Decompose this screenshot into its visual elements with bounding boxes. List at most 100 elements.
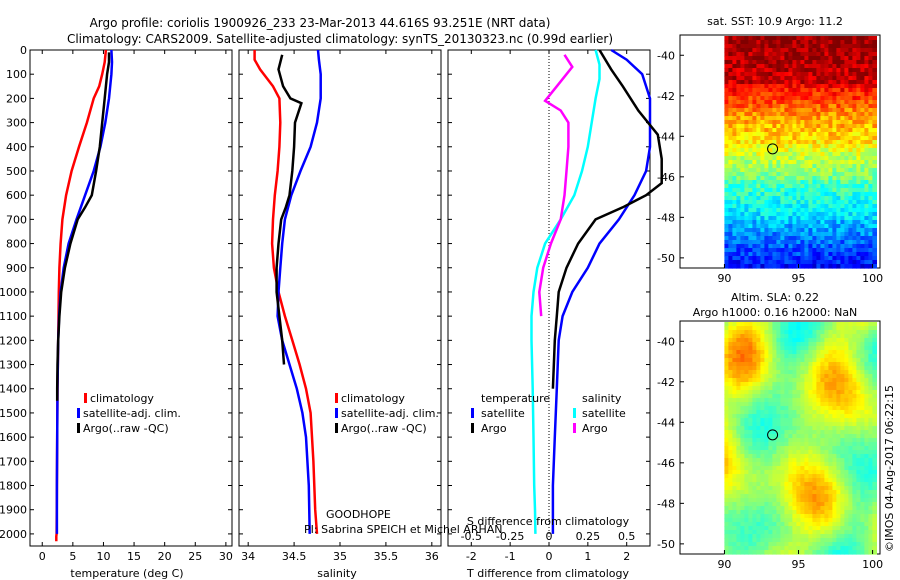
heatmap-cell xyxy=(736,172,741,177)
heatmap-cell xyxy=(728,192,733,197)
heatmap-cell xyxy=(784,72,789,77)
heatmap-cell xyxy=(732,530,737,535)
heatmap-cell xyxy=(856,204,861,209)
heatmap-cell xyxy=(820,498,825,503)
heatmap-cell xyxy=(804,358,809,363)
heatmap-cell xyxy=(748,534,753,539)
heatmap-cell xyxy=(772,44,777,49)
heatmap-cell xyxy=(812,430,817,435)
heatmap-cell xyxy=(724,72,729,77)
heatmap-cell xyxy=(776,538,781,543)
heatmap-cell xyxy=(840,72,845,77)
heatmap-cell xyxy=(784,244,789,249)
heatmap-cell xyxy=(864,196,869,201)
heatmap-cell xyxy=(780,530,785,535)
heatmap-cell xyxy=(796,422,801,427)
heatmap-cell xyxy=(832,116,837,121)
heatmap-cell xyxy=(824,128,829,133)
heatmap-cell xyxy=(780,212,785,217)
heatmap-cell xyxy=(776,338,781,343)
heatmap-cell xyxy=(796,502,801,507)
heatmap-cell xyxy=(780,338,785,343)
heatmap-cell xyxy=(728,264,733,269)
heatmap-cell xyxy=(852,68,857,73)
heatmap-cell xyxy=(856,48,861,53)
heatmap-cell xyxy=(740,208,745,213)
heatmap-cell xyxy=(792,526,797,531)
heatmap-cell xyxy=(808,330,813,335)
heatmap-cell xyxy=(788,418,793,423)
heatmap-cell xyxy=(860,546,865,551)
heatmap-cell xyxy=(796,442,801,447)
heatmap-cell xyxy=(728,168,733,173)
heatmap-cell xyxy=(744,232,749,237)
heatmap-cell xyxy=(836,240,841,245)
heatmap-cell xyxy=(736,522,741,527)
heatmap-cell xyxy=(772,140,777,145)
heatmap-cell xyxy=(828,184,833,189)
heatmap-cell xyxy=(784,120,789,125)
heatmap-cell xyxy=(736,220,741,225)
heatmap-cell xyxy=(856,426,861,431)
heatmap-cell xyxy=(728,354,733,359)
heatmap-cell xyxy=(852,414,857,419)
heatmap-cell xyxy=(836,478,841,483)
heatmap-cell xyxy=(804,422,809,427)
heatmap-cell xyxy=(728,326,733,331)
heatmap-cell xyxy=(868,96,873,101)
heatmap-cell xyxy=(760,200,765,205)
heatmap-cell xyxy=(772,402,777,407)
heatmap-cell xyxy=(724,502,729,507)
heatmap-cell xyxy=(736,462,741,467)
heatmap-cell xyxy=(728,132,733,137)
heatmap-cell xyxy=(760,474,765,479)
heatmap-cell xyxy=(724,454,729,459)
heatmap-cell xyxy=(796,358,801,363)
heatmap-cell xyxy=(856,92,861,97)
heatmap-cell xyxy=(792,92,797,97)
heatmap-cell xyxy=(796,530,801,535)
heatmap-cell xyxy=(728,80,733,85)
heatmap-cell xyxy=(868,52,873,57)
legend-label-climatology: climatology xyxy=(341,392,405,405)
heatmap-cell xyxy=(864,462,869,467)
heatmap-cell xyxy=(788,48,793,53)
heatmap-cell xyxy=(760,542,765,547)
heatmap-cell xyxy=(744,156,749,161)
heatmap-cell xyxy=(732,148,737,153)
heatmap-cell xyxy=(736,466,741,471)
map-x-tick-label: 100 xyxy=(862,272,883,285)
heatmap-cell xyxy=(728,334,733,339)
heatmap-cell xyxy=(744,382,749,387)
heatmap-cell xyxy=(860,362,865,367)
series-line xyxy=(276,49,322,534)
heatmap-cell xyxy=(780,510,785,515)
heatmap-cell xyxy=(832,506,837,511)
heatmap-cell xyxy=(824,546,829,551)
heatmap-cell xyxy=(804,406,809,411)
heatmap-cell xyxy=(732,200,737,205)
heatmap-cell xyxy=(792,224,797,229)
heatmap-cell xyxy=(772,414,777,419)
heatmap-cell xyxy=(852,346,857,351)
heatmap-cell xyxy=(816,430,821,435)
heatmap-cell xyxy=(848,84,853,89)
heatmap-cell xyxy=(852,120,857,125)
heatmap-cell xyxy=(784,494,789,499)
heatmap-cell xyxy=(764,346,769,351)
heatmap-cell xyxy=(852,152,857,157)
heatmap-cell xyxy=(740,64,745,69)
heatmap-cell xyxy=(740,490,745,495)
heatmap-cell xyxy=(868,446,873,451)
heatmap-cell xyxy=(848,56,853,61)
heatmap-cell xyxy=(768,48,773,53)
heatmap-cell xyxy=(736,346,741,351)
heatmap-cell xyxy=(844,422,849,427)
heatmap-cell xyxy=(836,172,841,177)
heatmap-cell xyxy=(780,486,785,491)
heatmap-cell xyxy=(812,112,817,117)
heatmap-cell xyxy=(836,490,841,495)
heatmap-cell xyxy=(832,152,837,157)
heatmap-cell xyxy=(828,92,833,97)
heatmap-cell xyxy=(852,180,857,185)
